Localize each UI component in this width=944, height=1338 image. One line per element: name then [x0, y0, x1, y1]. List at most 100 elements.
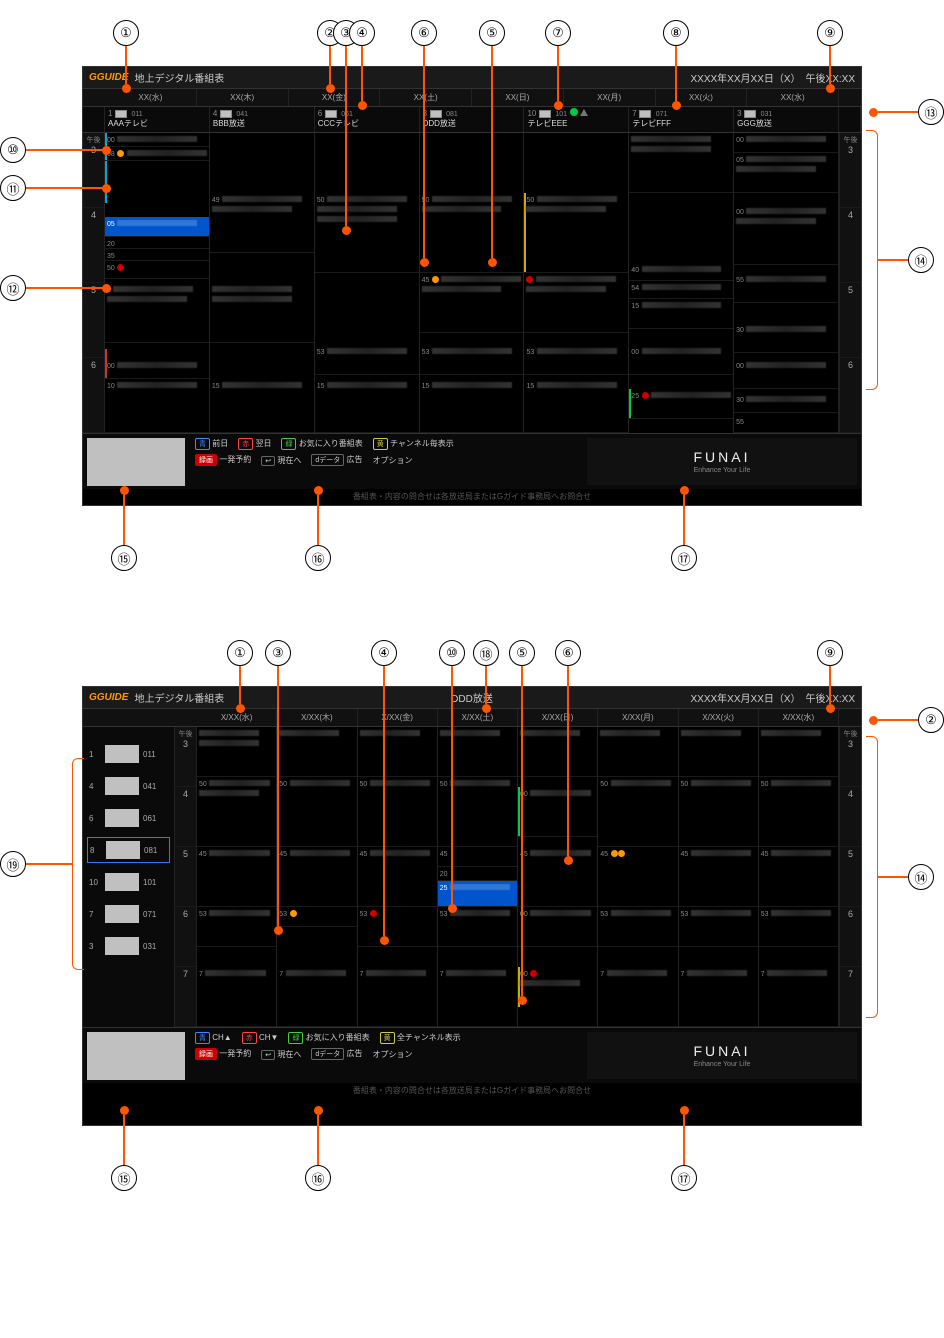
program-cell[interactable]: 00: [518, 967, 597, 1027]
program-cell[interactable]: 30: [734, 323, 838, 353]
date-cell[interactable]: X/XX(月): [598, 709, 678, 726]
program-cell[interactable]: 7: [759, 967, 838, 1027]
program-cell[interactable]: 50: [197, 777, 276, 847]
program-cell[interactable]: 45: [438, 847, 517, 867]
program-cell[interactable]: [210, 283, 314, 343]
program-cell[interactable]: 15: [420, 379, 524, 433]
program-cell[interactable]: 05: [734, 153, 838, 193]
program-cell-selected[interactable]: 05: [105, 217, 209, 237]
program-cell[interactable]: 53: [524, 345, 628, 375]
program-cell[interactable]: 53: [759, 907, 838, 947]
program-cell[interactable]: 00: [518, 787, 597, 837]
sidebar-channel-item[interactable]: 8081: [87, 837, 170, 863]
program-cell[interactable]: 45: [598, 847, 677, 907]
program-cell[interactable]: 7: [598, 967, 677, 1027]
channel-header[interactable]: 6 061CCCテレビ: [315, 107, 420, 132]
date-cell[interactable]: X/XX(土): [438, 709, 518, 726]
channel-header[interactable]: 4 041BBB放送: [210, 107, 315, 132]
program-cell[interactable]: [524, 273, 628, 333]
program-cell[interactable]: 15: [524, 379, 628, 433]
program-cell[interactable]: 50: [759, 777, 838, 847]
program-cell[interactable]: 00: [105, 133, 209, 147]
channel-header[interactable]: 10 101 テレビEEE: [524, 107, 629, 132]
program-cell[interactable]: 45: [518, 847, 597, 907]
program-cell[interactable]: 50: [524, 193, 628, 273]
sidebar-channel-item[interactable]: 3031: [87, 933, 170, 959]
program-cell[interactable]: 50: [358, 777, 437, 847]
program-cell[interactable]: 08: [105, 147, 209, 161]
program-cell[interactable]: 5: [105, 283, 209, 343]
date-cell[interactable]: XX(火): [656, 89, 748, 106]
date-cell[interactable]: XX(水): [747, 89, 839, 106]
program-cell[interactable]: 53: [277, 907, 356, 927]
program-cell[interactable]: 30: [734, 393, 838, 413]
program-cell[interactable]: 45: [358, 847, 437, 907]
sidebar-channel-item[interactable]: 7071: [87, 901, 170, 927]
program-cell[interactable]: 7: [277, 967, 356, 1027]
program-cell[interactable]: 55: [734, 273, 838, 303]
program-cell[interactable]: 45: [679, 847, 758, 907]
program-cell[interactable]: [197, 727, 276, 777]
program-cell[interactable]: 7: [438, 967, 517, 1027]
program-cell[interactable]: [598, 727, 677, 777]
program-cell[interactable]: 35: [105, 249, 209, 261]
program-cell[interactable]: 25: [629, 389, 733, 419]
program-cell[interactable]: 54: [629, 281, 733, 299]
program-cell[interactable]: 00: [518, 907, 597, 947]
program-cell[interactable]: 45: [277, 847, 356, 907]
date-cell[interactable]: X/XX(日): [518, 709, 598, 726]
program-cell[interactable]: 7: [679, 967, 758, 1027]
program-cell[interactable]: 7: [358, 967, 437, 1027]
sidebar-channel-item[interactable]: 6061: [87, 805, 170, 831]
program-cell[interactable]: 50: [277, 777, 356, 847]
program-cell[interactable]: [277, 727, 356, 777]
sidebar-channel-item[interactable]: 10101: [87, 869, 170, 895]
program-cell[interactable]: 53: [420, 345, 524, 375]
program-cell[interactable]: 53: [679, 907, 758, 947]
program-cell[interactable]: 53: [197, 907, 276, 947]
program-cell[interactable]: 15: [315, 379, 419, 433]
date-cell[interactable]: XX(水): [105, 89, 197, 106]
program-cell[interactable]: 00: [734, 133, 838, 153]
program-cell[interactable]: 53: [598, 907, 677, 947]
program-cell[interactable]: 20: [438, 867, 517, 881]
date-cell[interactable]: XX(土): [380, 89, 472, 106]
program-cell[interactable]: 50: [598, 777, 677, 847]
program-cell[interactable]: [518, 727, 597, 777]
date-cell[interactable]: X/XX(水): [759, 709, 839, 726]
program-cell[interactable]: 45: [759, 847, 838, 907]
sidebar-channel-item[interactable]: 1011: [87, 741, 170, 767]
program-cell[interactable]: 00: [629, 345, 733, 375]
program-cell[interactable]: [759, 727, 838, 777]
date-cell[interactable]: X/XX(火): [679, 709, 759, 726]
program-cell[interactable]: [438, 727, 517, 777]
program-cell[interactable]: 53: [358, 907, 437, 947]
channel-header[interactable]: 1 011AAAテレビ: [105, 107, 210, 132]
program-cell[interactable]: 10: [105, 379, 209, 433]
program-cell[interactable]: 49: [210, 193, 314, 253]
date-cell[interactable]: XX(月): [564, 89, 656, 106]
program-cell[interactable]: 00: [734, 359, 838, 389]
program-cell[interactable]: [358, 727, 437, 777]
program-cell[interactable]: 40: [629, 263, 733, 281]
program-cell[interactable]: [629, 133, 733, 193]
program-cell[interactable]: 50: [105, 261, 209, 279]
date-cell[interactable]: X/XX(木): [277, 709, 357, 726]
sidebar-channel-item[interactable]: 4041: [87, 773, 170, 799]
program-cell[interactable]: 50: [438, 777, 517, 847]
program-cell[interactable]: 45: [197, 847, 276, 907]
program-cell[interactable]: 50: [679, 777, 758, 847]
program-cell[interactable]: 7: [197, 967, 276, 1027]
date-cell[interactable]: XX(金): [289, 89, 381, 106]
channel-header[interactable]: 8 081DDD放送: [420, 107, 525, 132]
program-cell[interactable]: 45: [420, 273, 524, 333]
program-cell[interactable]: 00: [734, 205, 838, 265]
program-cell[interactable]: 53: [315, 345, 419, 375]
program-cell[interactable]: 00: [105, 359, 209, 379]
program-cell[interactable]: 15: [210, 379, 314, 433]
program-cell[interactable]: 20: [105, 237, 209, 249]
date-cell[interactable]: XX(日): [472, 89, 564, 106]
program-cell[interactable]: 50: [420, 193, 524, 273]
program-cell[interactable]: 55: [734, 415, 838, 433]
program-cell[interactable]: 53: [438, 907, 517, 947]
